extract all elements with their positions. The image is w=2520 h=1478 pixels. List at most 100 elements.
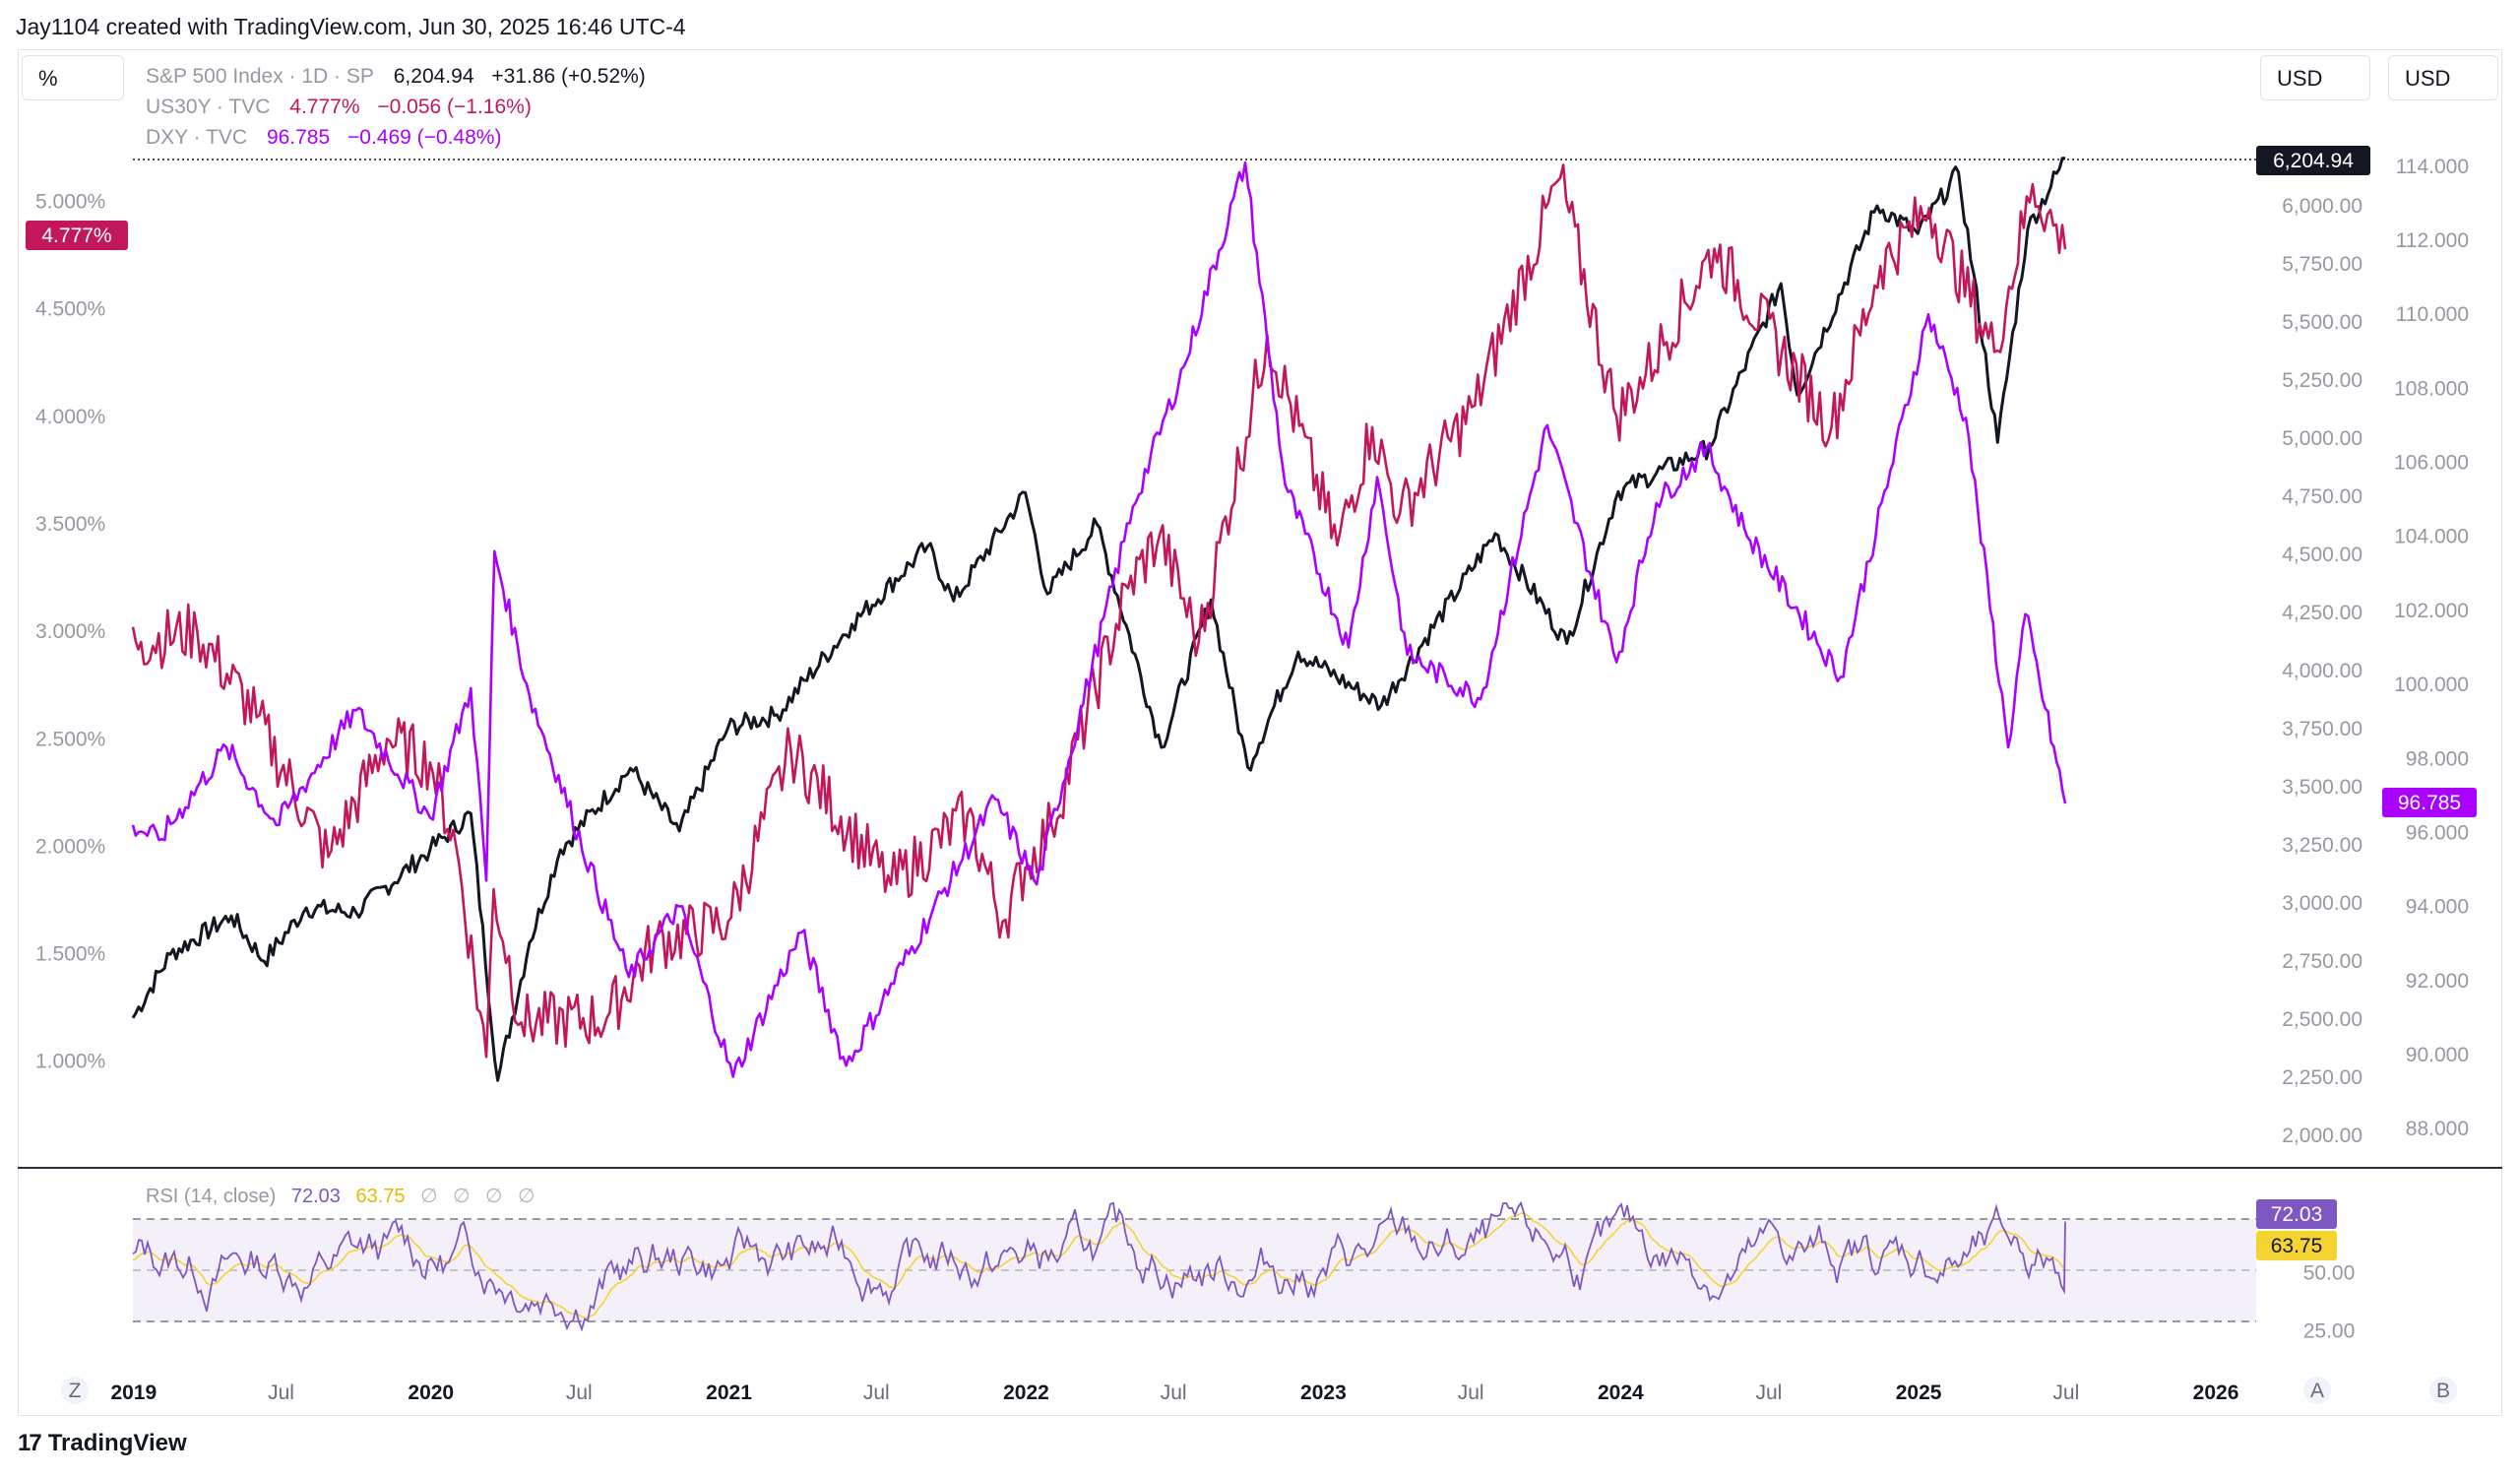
left-axis-tick: 4.000% xyxy=(35,406,105,428)
rsi-empty-icon: ∅ xyxy=(453,1186,471,1207)
legend-us30y-change: −0.056 (−1.16%) xyxy=(377,96,532,118)
time-axis-tick: 2022 xyxy=(1003,1382,1049,1404)
tradingview-logo[interactable]: 17 TradingView xyxy=(18,1430,187,1457)
spx-axis-tick: 3,500.00 xyxy=(2282,776,2362,799)
spx-axis-tick: 5,000.00 xyxy=(2282,427,2362,450)
rsi-legend-value: 72.03 xyxy=(290,1186,341,1207)
rsi-ma-value-badge-text: 63.75 xyxy=(2271,1235,2323,1257)
legend-us30y-name: US30Y · TVC xyxy=(146,96,271,118)
spx-axis-tick: 3,750.00 xyxy=(2282,718,2362,740)
time-axis-tick: Jul xyxy=(566,1382,593,1404)
spx-price-badge xyxy=(2256,146,2370,175)
legend-spx-change: +31.86 (+0.52%) xyxy=(491,65,646,88)
rsi-empty-icon: ∅ xyxy=(518,1186,536,1207)
rsi-ma-line xyxy=(132,1212,2066,1319)
dxy-price-badge-text: 96.785 xyxy=(2398,792,2461,814)
chart-frame xyxy=(18,49,2502,1416)
rsi-empty-icon: ∅ xyxy=(420,1186,438,1207)
zoom-reset-label: Z xyxy=(69,1380,82,1402)
spx-axis-tick: 3,000.00 xyxy=(2282,892,2362,915)
legend-row-spx[interactable]: S&P 500 Index · 1D · SP 6,204.94 +31.86 … xyxy=(146,61,646,92)
rsi-pane xyxy=(132,1200,2256,1332)
spx-axis-tick: 3,250.00 xyxy=(2282,834,2362,857)
spx-axis-tick: 4,000.00 xyxy=(2282,660,2362,682)
rsi-line xyxy=(132,1200,2066,1332)
spx-axis-tick: 2,250.00 xyxy=(2282,1066,2362,1089)
auto-scale-button[interactable] xyxy=(2303,1377,2331,1404)
time-axis-tick: Jul xyxy=(1755,1382,1782,1404)
tradingview-mark-icon: 17 xyxy=(18,1430,42,1456)
currency-button-2[interactable]: USD xyxy=(2388,55,2498,100)
spx-axis-tick: 4,750.00 xyxy=(2282,485,2362,508)
time-axis-tick: 2019 xyxy=(110,1382,157,1404)
series-line-1 xyxy=(131,163,2067,1059)
rsi-legend-name: RSI (14, close) xyxy=(146,1186,277,1207)
dxy-axis-tick: 102.000 xyxy=(2394,600,2469,622)
spx-axis-tick: 4,500.00 xyxy=(2282,544,2362,566)
rsi-legend[interactable]: RSI (14, close) 72.03 63.75 ∅ ∅ ∅ ∅ xyxy=(146,1184,544,1208)
us30y-price-badge-text: 4.777% xyxy=(41,225,111,247)
rsi-ma-value-badge xyxy=(2256,1231,2337,1260)
left-axis-tick: 2.500% xyxy=(35,728,105,750)
scale-settings-button[interactable] xyxy=(2429,1377,2457,1404)
legend-dxy-name: DXY · TVC xyxy=(146,126,248,149)
dxy-axis-tick: 108.000 xyxy=(2394,377,2469,400)
dxy-axis-tick: 112.000 xyxy=(2396,229,2469,252)
dxy-axis-tick: 88.000 xyxy=(2406,1118,2469,1140)
spx-axis-tick: 5,750.00 xyxy=(2282,253,2362,276)
left-axis-tick: 1.000% xyxy=(35,1051,105,1073)
time-axis-tick: Jul xyxy=(268,1382,294,1404)
rsi-axis-tick: 50.00 xyxy=(2303,1262,2356,1285)
series-legend: S&P 500 Index · 1D · SP 6,204.94 +31.86 … xyxy=(146,61,646,153)
dxy-axis-tick: 94.000 xyxy=(2406,896,2469,919)
time-axis-tick: 2021 xyxy=(706,1382,752,1404)
time-axis-tick: 2024 xyxy=(1598,1382,1644,1404)
legend-row-dxy[interactable]: DXY · TVC 96.785 −0.469 (−0.48%) xyxy=(146,122,646,153)
us30y-price-badge xyxy=(26,221,128,250)
legend-dxy-change: −0.469 (−0.48%) xyxy=(347,126,502,149)
dxy-axis-tick: 90.000 xyxy=(2406,1044,2469,1066)
legend-dxy-value: 96.785 xyxy=(266,126,331,149)
time-axis-tick: 2026 xyxy=(2193,1382,2239,1404)
spx-axis-tick: 5,500.00 xyxy=(2282,311,2362,334)
scale-settings-label: B xyxy=(2436,1380,2450,1402)
dxy-axis-tick: 98.000 xyxy=(2406,747,2469,770)
currency-button-1[interactable]: USD xyxy=(2260,55,2370,100)
time-axis-tick: Jul xyxy=(863,1382,890,1404)
spx-axis-tick: 2,750.00 xyxy=(2282,950,2362,973)
left-axis-tick: 3.000% xyxy=(35,620,105,643)
series-line-0 xyxy=(131,157,2066,1082)
legend-row-us30y[interactable]: US30Y · TVC 4.777% −0.056 (−1.16%) xyxy=(146,92,646,122)
dxy-axis-tick: 110.000 xyxy=(2396,303,2469,326)
rsi-axis-tick: 25.00 xyxy=(2303,1319,2356,1342)
rsi-empty-icon: ∅ xyxy=(485,1186,503,1207)
dxy-axis-tick: 106.000 xyxy=(2394,452,2469,475)
spx-axis-tick: 4,250.00 xyxy=(2282,602,2362,624)
dxy-price-badge xyxy=(2382,788,2477,817)
spx-axis-tick: 5,250.00 xyxy=(2282,369,2362,392)
zoom-reset-button[interactable] xyxy=(61,1377,89,1404)
left-axis-tick: 5.000% xyxy=(35,191,105,214)
dxy-axis-tick: 92.000 xyxy=(2406,970,2469,993)
spx-axis-tick: 6,000.00 xyxy=(2282,195,2362,218)
time-axis-tick: Jul xyxy=(1161,1382,1187,1404)
legend-spx-value: 6,204.94 xyxy=(393,65,474,88)
spx-axis-tick: 2,000.00 xyxy=(2282,1125,2362,1147)
dxy-axis-tick: 114.000 xyxy=(2396,156,2469,178)
dxy-axis-tick: 96.000 xyxy=(2406,821,2469,844)
scale-mode-button[interactable]: % xyxy=(22,55,124,100)
pane-separator[interactable] xyxy=(18,1167,2502,1169)
dxy-axis-tick: 100.000 xyxy=(2394,674,2469,696)
dxy-axis-tick: 104.000 xyxy=(2394,526,2469,548)
time-axis-tick: Jul xyxy=(2052,1382,2079,1404)
legend-us30y-value: 4.777% xyxy=(289,96,360,118)
left-axis-tick: 4.500% xyxy=(35,298,105,321)
rsi-legend-ma-value: 63.75 xyxy=(355,1186,406,1207)
time-axis-tick: Jul xyxy=(1458,1382,1484,1404)
left-axis-tick: 2.000% xyxy=(35,835,105,858)
spx-price-badge-text: 6,204.94 xyxy=(2273,150,2354,172)
time-axis-tick: 2020 xyxy=(408,1382,454,1404)
attribution-text: Jay1104 created with TradingView.com, Ju… xyxy=(16,14,686,39)
rsi-value-badge xyxy=(2256,1199,2337,1229)
